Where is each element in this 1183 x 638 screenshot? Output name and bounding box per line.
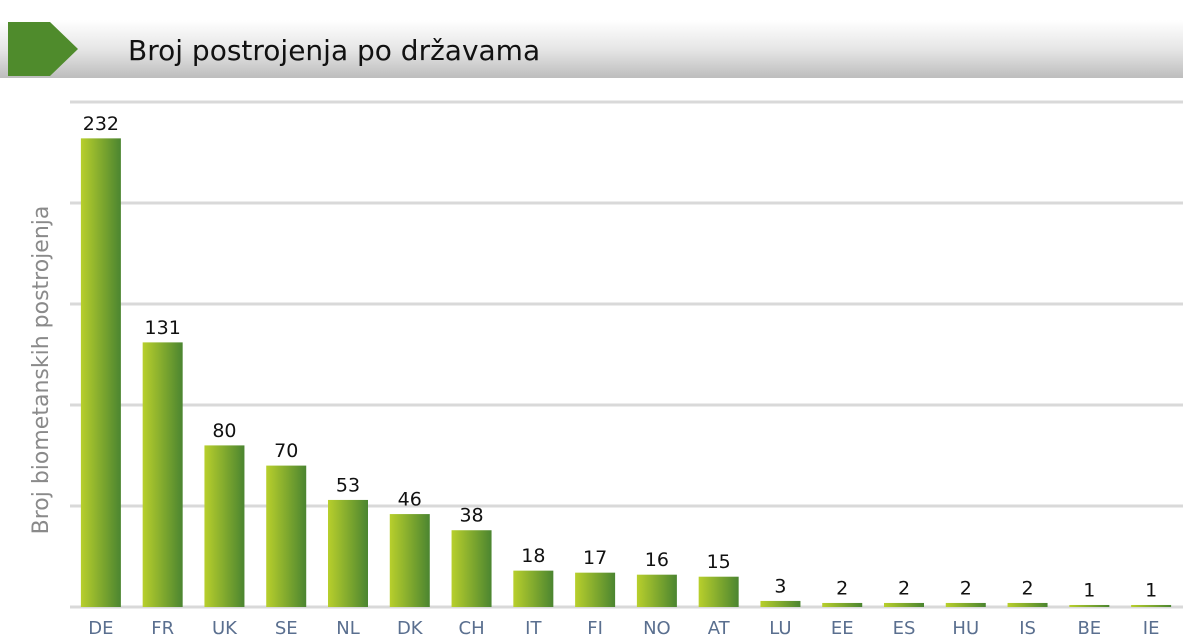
x-tick-label: IE	[1143, 618, 1160, 638]
data-label: 2	[836, 577, 848, 599]
data-label: 80	[212, 420, 236, 442]
bar	[266, 465, 307, 607]
data-label: 1	[1083, 579, 1095, 601]
x-tick-label: NO	[643, 618, 671, 638]
data-label: 70	[274, 440, 298, 462]
data-label: 18	[521, 545, 545, 567]
data-label: 46	[398, 489, 422, 511]
x-tick-label: FR	[151, 618, 174, 638]
data-label: 232	[83, 113, 119, 135]
data-label: 15	[707, 551, 731, 573]
data-label: 2	[1022, 577, 1034, 599]
x-tick-label: EE	[831, 618, 854, 638]
bar	[636, 574, 677, 607]
bar	[1069, 604, 1110, 607]
x-tick-label: NL	[336, 618, 360, 638]
bar	[884, 602, 924, 607]
bar	[760, 600, 801, 607]
x-tick-label: CH	[459, 618, 485, 638]
x-tick-label: ES	[893, 618, 916, 638]
bar	[575, 572, 616, 607]
data-label: 2	[898, 577, 910, 599]
bar	[698, 576, 739, 607]
bar	[1007, 602, 1048, 607]
x-tick-label: AT	[708, 618, 731, 638]
bar	[945, 602, 986, 607]
x-tick-label: UK	[212, 618, 238, 638]
data-label: 16	[645, 549, 669, 571]
x-tick-label: IT	[525, 618, 542, 638]
title-banner	[0, 20, 1183, 78]
data-label: 53	[336, 474, 360, 496]
bar	[204, 445, 245, 607]
bar	[822, 602, 863, 607]
chart-title: Broj postrojenja po državama	[128, 34, 540, 67]
x-tick-label: FI	[587, 618, 603, 638]
x-tick-label: HU	[952, 618, 979, 638]
data-label: 131	[145, 317, 181, 339]
data-label: 2	[960, 577, 972, 599]
bar	[389, 514, 430, 607]
bar	[142, 342, 183, 607]
y-axis-label: Broj biometanskih postrojenja	[29, 206, 54, 535]
data-label: 3	[774, 575, 786, 597]
bar	[328, 499, 368, 607]
bar	[451, 530, 492, 607]
bar	[513, 570, 554, 607]
data-label: 38	[459, 505, 483, 527]
x-tick-label: IS	[1019, 618, 1036, 638]
banner-arrow	[8, 22, 78, 76]
bar	[80, 138, 121, 608]
data-label: 1	[1145, 579, 1157, 601]
x-tick-label: DK	[397, 618, 424, 638]
x-tick-label: LU	[769, 618, 791, 638]
x-tick-label: DE	[88, 618, 113, 638]
bar	[1131, 604, 1172, 607]
x-tick-label: BE	[1077, 618, 1101, 638]
x-tick-label: SE	[275, 618, 298, 638]
data-label: 17	[583, 547, 607, 569]
